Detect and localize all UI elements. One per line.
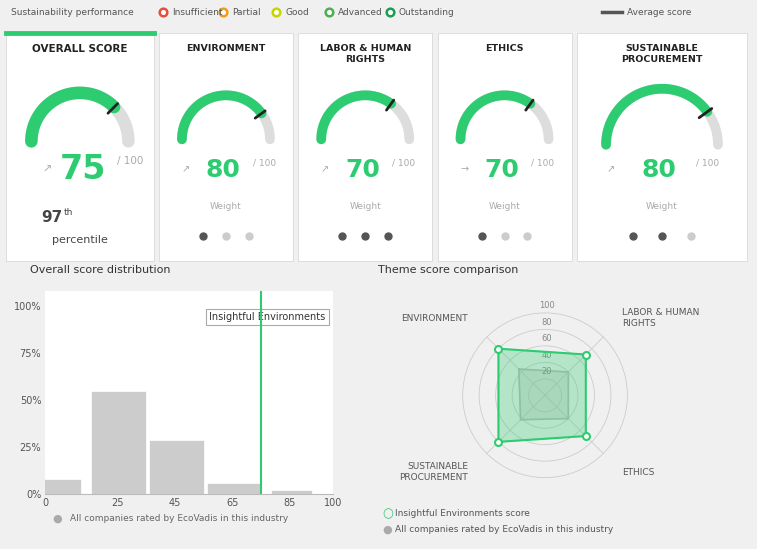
Text: Theme score comparison: Theme score comparison bbox=[378, 265, 519, 275]
Bar bbox=[92, 391, 146, 494]
Text: All companies rated by EcoVadis in this industry: All companies rated by EcoVadis in this … bbox=[395, 525, 613, 534]
Text: 70: 70 bbox=[345, 158, 380, 182]
Text: Insightful Environments score: Insightful Environments score bbox=[395, 509, 530, 518]
Text: LABOR & HUMAN
RIGHTS: LABOR & HUMAN RIGHTS bbox=[319, 44, 411, 64]
Text: Good: Good bbox=[285, 8, 309, 17]
Text: ●: ● bbox=[52, 514, 61, 524]
Text: / 100: / 100 bbox=[117, 155, 143, 166]
Text: 80: 80 bbox=[641, 158, 676, 182]
Text: ↗: ↗ bbox=[42, 165, 52, 175]
Text: ↗: ↗ bbox=[182, 165, 190, 175]
Text: / 100: / 100 bbox=[253, 158, 276, 167]
Text: ENVIRONMENT: ENVIRONMENT bbox=[401, 314, 468, 323]
Text: ○: ○ bbox=[382, 507, 393, 520]
Text: / 100: / 100 bbox=[531, 158, 554, 167]
Text: LABOR & HUMAN
RIGHTS: LABOR & HUMAN RIGHTS bbox=[622, 309, 699, 328]
Text: ↗: ↗ bbox=[321, 165, 329, 175]
Text: ENVIRONMENT: ENVIRONMENT bbox=[186, 44, 266, 53]
Text: Insufficient: Insufficient bbox=[172, 8, 223, 17]
Text: 40: 40 bbox=[541, 351, 552, 360]
Text: Partial: Partial bbox=[232, 8, 261, 17]
Text: 20: 20 bbox=[541, 367, 552, 377]
Text: All companies rated by EcoVadis in this industry: All companies rated by EcoVadis in this … bbox=[70, 514, 288, 523]
Text: / 100: / 100 bbox=[696, 158, 719, 167]
Text: Insightful Environments: Insightful Environments bbox=[210, 312, 326, 322]
Text: 75: 75 bbox=[60, 153, 106, 186]
Text: 60: 60 bbox=[541, 334, 552, 344]
Text: ●: ● bbox=[382, 525, 392, 535]
Text: Sustainability performance: Sustainability performance bbox=[11, 8, 134, 17]
Text: ETHICS: ETHICS bbox=[485, 44, 524, 53]
Text: / 100: / 100 bbox=[392, 158, 415, 167]
Bar bbox=[271, 490, 312, 494]
Polygon shape bbox=[519, 369, 569, 420]
Text: 97: 97 bbox=[41, 210, 62, 225]
Text: Weight: Weight bbox=[646, 201, 678, 211]
Text: ETHICS: ETHICS bbox=[622, 468, 654, 477]
Text: Overall score distribution: Overall score distribution bbox=[30, 265, 171, 275]
Bar bbox=[149, 440, 204, 494]
Text: Weight: Weight bbox=[489, 201, 520, 211]
Text: SUSTAINABLE
PROCUREMENT: SUSTAINABLE PROCUREMENT bbox=[621, 44, 702, 64]
Bar bbox=[12, 479, 82, 494]
Text: Advanced: Advanced bbox=[338, 8, 383, 17]
Text: OVERALL SCORE: OVERALL SCORE bbox=[32, 44, 128, 54]
Text: percentile: percentile bbox=[52, 236, 107, 245]
Text: 70: 70 bbox=[484, 158, 519, 182]
Text: Average score: Average score bbox=[627, 8, 691, 17]
Text: →: → bbox=[460, 165, 469, 175]
Text: Weight: Weight bbox=[210, 201, 241, 211]
Bar bbox=[207, 483, 261, 494]
Text: th: th bbox=[64, 208, 73, 217]
Text: ↗: ↗ bbox=[607, 165, 615, 175]
Polygon shape bbox=[498, 349, 586, 442]
Text: Weight: Weight bbox=[350, 201, 381, 211]
Text: SUSTAINABLE
PROCUREMENT: SUSTAINABLE PROCUREMENT bbox=[400, 462, 468, 482]
Text: 80: 80 bbox=[541, 318, 552, 327]
Text: 100: 100 bbox=[539, 301, 555, 311]
Text: 80: 80 bbox=[206, 158, 241, 182]
Text: Outstanding: Outstanding bbox=[399, 8, 455, 17]
